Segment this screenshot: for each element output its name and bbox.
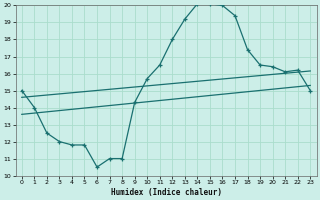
X-axis label: Humidex (Indice chaleur): Humidex (Indice chaleur) — [110, 188, 221, 197]
